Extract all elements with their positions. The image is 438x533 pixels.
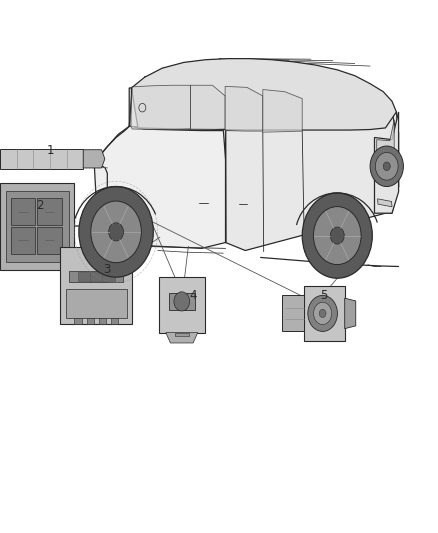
Circle shape <box>79 187 153 277</box>
Polygon shape <box>130 85 191 130</box>
Polygon shape <box>175 333 189 336</box>
Polygon shape <box>169 293 195 310</box>
Polygon shape <box>6 191 69 262</box>
Circle shape <box>370 146 403 187</box>
Polygon shape <box>191 85 225 130</box>
Polygon shape <box>159 277 205 333</box>
Text: 5: 5 <box>321 289 328 302</box>
Polygon shape <box>226 112 399 251</box>
Polygon shape <box>166 333 198 343</box>
Polygon shape <box>74 318 82 324</box>
Polygon shape <box>66 289 127 318</box>
Text: 3: 3 <box>104 263 111 276</box>
Polygon shape <box>111 318 118 324</box>
Polygon shape <box>102 272 115 280</box>
Polygon shape <box>377 120 394 163</box>
Circle shape <box>174 292 190 311</box>
Polygon shape <box>378 199 392 207</box>
Polygon shape <box>0 183 74 270</box>
Circle shape <box>302 193 372 278</box>
Polygon shape <box>11 227 35 254</box>
Polygon shape <box>0 149 83 169</box>
Polygon shape <box>304 286 345 341</box>
Polygon shape <box>60 247 132 324</box>
Polygon shape <box>11 198 35 225</box>
Circle shape <box>375 152 398 180</box>
Circle shape <box>91 201 141 263</box>
Polygon shape <box>374 112 399 213</box>
Polygon shape <box>37 227 62 254</box>
Circle shape <box>319 309 326 318</box>
Text: 2: 2 <box>35 199 43 212</box>
Polygon shape <box>37 198 62 225</box>
Polygon shape <box>225 86 263 131</box>
Polygon shape <box>69 271 124 282</box>
Text: 1: 1 <box>46 144 54 157</box>
Circle shape <box>314 302 332 325</box>
Polygon shape <box>87 318 94 324</box>
Polygon shape <box>90 272 103 280</box>
Polygon shape <box>83 150 105 168</box>
Polygon shape <box>131 59 396 130</box>
Polygon shape <box>263 90 302 132</box>
Text: 4: 4 <box>189 289 197 302</box>
Polygon shape <box>99 318 106 324</box>
Polygon shape <box>78 272 91 280</box>
Polygon shape <box>282 295 304 332</box>
Polygon shape <box>345 298 356 329</box>
Polygon shape <box>94 88 226 248</box>
Circle shape <box>383 162 390 171</box>
Circle shape <box>330 227 344 244</box>
Circle shape <box>308 295 337 332</box>
Circle shape <box>314 207 361 264</box>
Circle shape <box>109 223 124 241</box>
